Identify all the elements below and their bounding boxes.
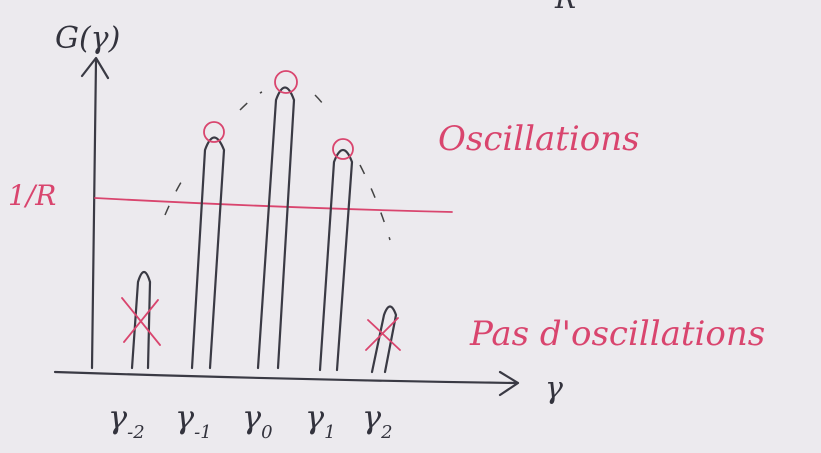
x-tick-label: γ2 <box>362 398 393 443</box>
top-fragment: R <box>554 0 576 15</box>
x-axis-label: γ <box>545 371 563 406</box>
peak <box>256 86 296 370</box>
tick-symbol: γ <box>108 398 128 436</box>
peak <box>370 305 398 374</box>
tick-subscript: -1 <box>194 422 212 443</box>
tick-subscript: -2 <box>127 422 145 443</box>
envelope <box>164 91 391 241</box>
peak-circle <box>274 70 298 94</box>
peak <box>318 148 354 372</box>
y-axis <box>80 56 110 370</box>
tick-symbol: γ <box>305 398 325 436</box>
cross <box>121 297 161 346</box>
threshold-line <box>94 197 453 213</box>
peak <box>190 136 226 370</box>
x-tick-label: γ0 <box>242 398 273 443</box>
cross <box>365 317 401 351</box>
tick-subscript: 0 <box>261 422 272 443</box>
oscillations-label: Oscillations <box>438 119 640 159</box>
tick-subscript: 1 <box>324 422 335 443</box>
x-tick-label: γ-1 <box>175 398 212 443</box>
tick-subscript: 2 <box>380 422 392 443</box>
x-ticks: γ-2 γ-1 γ0 γ1 γ2 <box>108 398 393 443</box>
tick-symbol: γ <box>175 398 195 436</box>
peak <box>130 270 152 370</box>
peaks <box>130 86 398 374</box>
peak-circle <box>203 121 225 143</box>
y-axis-label: G(γ) <box>55 21 120 56</box>
no-oscillations-label: Pas d'oscillations <box>469 314 765 354</box>
x-tick-label: γ-2 <box>108 398 145 443</box>
threshold-label: 1/R <box>8 179 56 212</box>
peak-circle <box>332 138 354 160</box>
tick-symbol: γ <box>242 398 262 436</box>
x-tick-label: γ1 <box>305 398 336 443</box>
tick-symbol: γ <box>362 398 382 436</box>
x-axis <box>53 370 520 397</box>
